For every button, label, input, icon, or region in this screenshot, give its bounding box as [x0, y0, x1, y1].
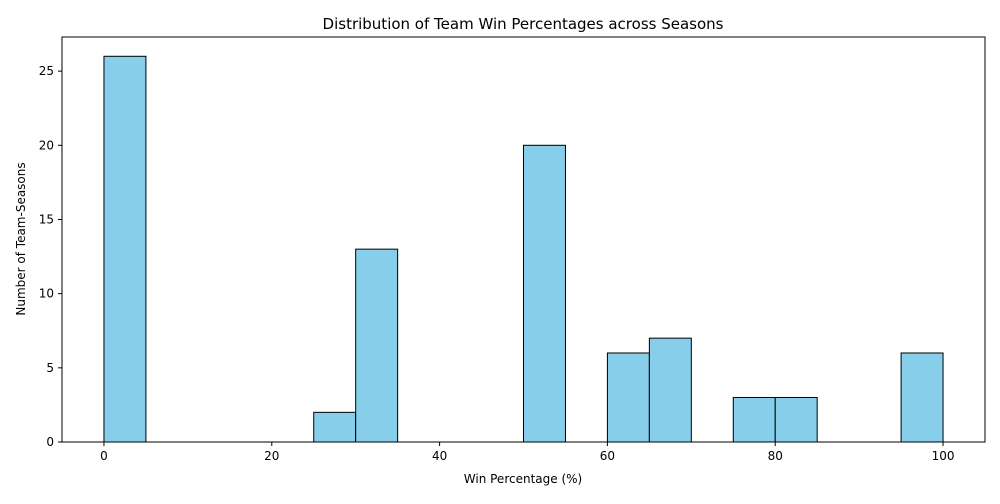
x-axis-label: Win Percentage (%): [464, 472, 582, 486]
y-tick-label: 15: [39, 212, 54, 226]
bars-layer: [103, 55, 944, 443]
x-tick-label: 100: [932, 449, 955, 463]
x-tick-label: 80: [768, 449, 783, 463]
histogram-bar: [900, 352, 944, 443]
plot-frame: [61, 36, 986, 443]
y-tick-label: 20: [39, 138, 54, 152]
histogram-bar: [103, 55, 147, 443]
x-tick-label: 0: [100, 449, 108, 463]
y-axis-label: Number of Team-Seasons: [14, 162, 28, 315]
x-tick-label: 40: [432, 449, 447, 463]
histogram-bar: [355, 248, 399, 443]
histogram-bar: [313, 411, 357, 443]
histogram-bar: [606, 352, 650, 443]
histogram-bar: [774, 396, 818, 443]
y-tick-label: 5: [46, 361, 54, 375]
y-tick-label: 10: [39, 287, 54, 301]
y-tick-label: 25: [39, 64, 54, 78]
histogram-bar: [732, 396, 776, 443]
chart-title: Distribution of Team Win Percentages acr…: [323, 15, 724, 33]
x-tick-label: 60: [600, 449, 615, 463]
x-tick-label: 20: [264, 449, 279, 463]
histogram-bar: [523, 144, 566, 443]
axes-layer: 0 20 40 60 80 100 0 5 10 15 20 25: [39, 36, 986, 463]
histogram-bar: [648, 337, 692, 443]
y-tick-label: 0: [46, 435, 54, 449]
